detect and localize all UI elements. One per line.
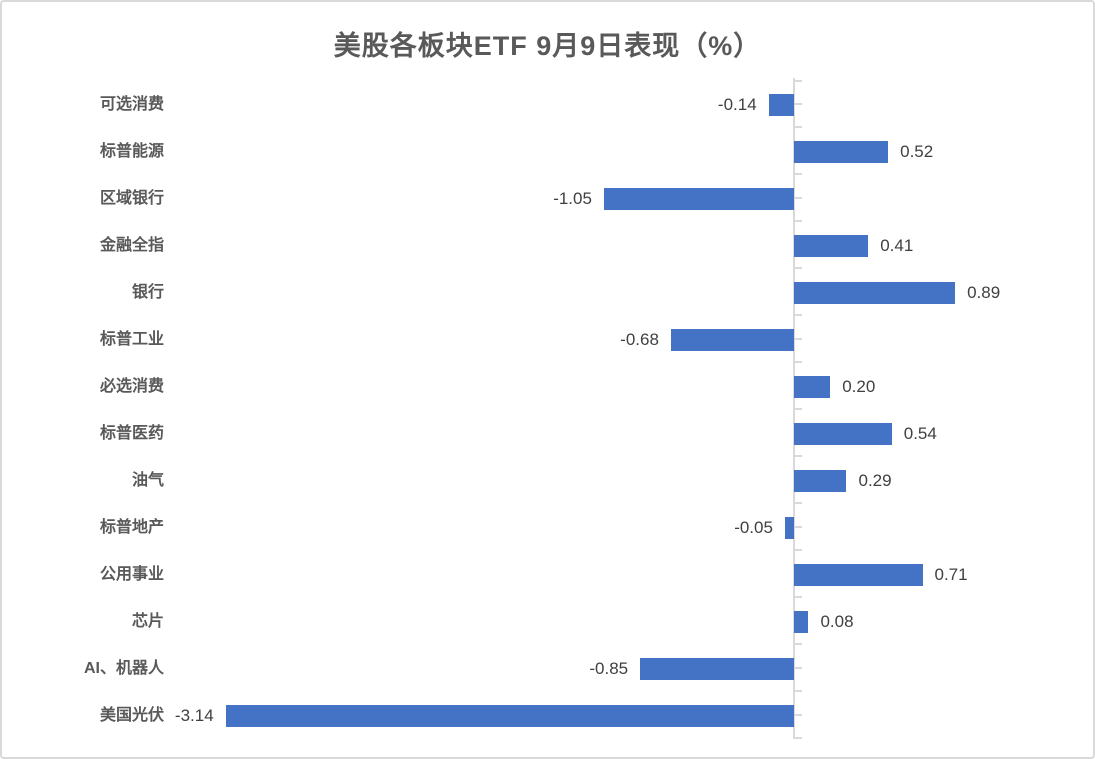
bar xyxy=(794,611,809,633)
category-label: AI、机器人 xyxy=(83,660,164,677)
category-label: 公用事业 xyxy=(99,566,164,583)
axis-tick xyxy=(795,455,802,458)
axis-tick xyxy=(795,666,802,669)
chart-title: 美股各板块ETF 9月9日表现（%） xyxy=(333,31,762,61)
value-label: -0.05 xyxy=(734,518,773,537)
category-label: 区域银行 xyxy=(99,190,164,207)
axis-tick xyxy=(795,102,802,105)
axis-tick xyxy=(795,314,802,317)
axis-tick xyxy=(795,361,802,364)
value-label: -0.14 xyxy=(717,95,757,114)
value-label: 0.41 xyxy=(880,236,914,255)
axis-tick xyxy=(795,220,802,223)
bar xyxy=(794,141,889,163)
category-label: 可选消费 xyxy=(99,96,164,113)
bar xyxy=(640,658,794,680)
bar xyxy=(794,235,869,257)
value-label: 0.71 xyxy=(934,565,968,584)
bar xyxy=(603,188,794,210)
axis-tick xyxy=(795,126,802,129)
category-label: 银行 xyxy=(131,284,164,301)
value-label: 0.20 xyxy=(842,377,876,396)
category-label: 标普能源 xyxy=(99,143,164,160)
axis-tick xyxy=(795,173,802,176)
category-label: 必选消费 xyxy=(99,378,164,395)
bar xyxy=(794,470,847,492)
value-label: -3.14 xyxy=(174,706,214,725)
category-label: 标普医药 xyxy=(99,425,164,442)
value-label: 0.52 xyxy=(900,142,934,161)
category-label: 油气 xyxy=(131,472,164,489)
axis-tick xyxy=(795,196,802,199)
bar xyxy=(768,94,794,116)
axis-tick xyxy=(795,737,802,739)
axis-tick xyxy=(795,267,802,270)
axis-tick xyxy=(795,549,802,552)
axis-tick xyxy=(795,596,802,599)
bar xyxy=(794,423,892,445)
bar xyxy=(670,329,794,351)
axis-tick xyxy=(795,79,802,82)
axis-tick xyxy=(795,337,802,340)
value-label: 0.54 xyxy=(903,424,937,443)
bar xyxy=(794,282,956,304)
category-label: 美国光伏 xyxy=(99,707,164,724)
bar xyxy=(225,705,794,727)
value-label: 0.08 xyxy=(820,612,854,631)
axis-tick xyxy=(795,502,802,505)
axis-tick xyxy=(795,525,802,528)
axis-tick xyxy=(795,408,802,411)
category-label: 金融全指 xyxy=(99,237,164,254)
value-label: 0.29 xyxy=(858,471,892,490)
bar xyxy=(794,376,831,398)
category-label: 标普地产 xyxy=(99,519,164,536)
axis-tick xyxy=(795,643,802,646)
value-label: 0.89 xyxy=(967,283,1001,302)
value-label: -1.05 xyxy=(553,189,592,208)
value-label: -0.85 xyxy=(589,659,629,678)
value-label: -0.68 xyxy=(620,330,659,349)
axis-tick xyxy=(795,713,802,716)
category-axis xyxy=(793,78,795,739)
category-label: 标普工业 xyxy=(99,331,164,348)
axis-tick xyxy=(795,690,802,693)
bar xyxy=(794,564,923,586)
bar xyxy=(784,517,794,539)
category-label: 芯片 xyxy=(131,613,164,630)
